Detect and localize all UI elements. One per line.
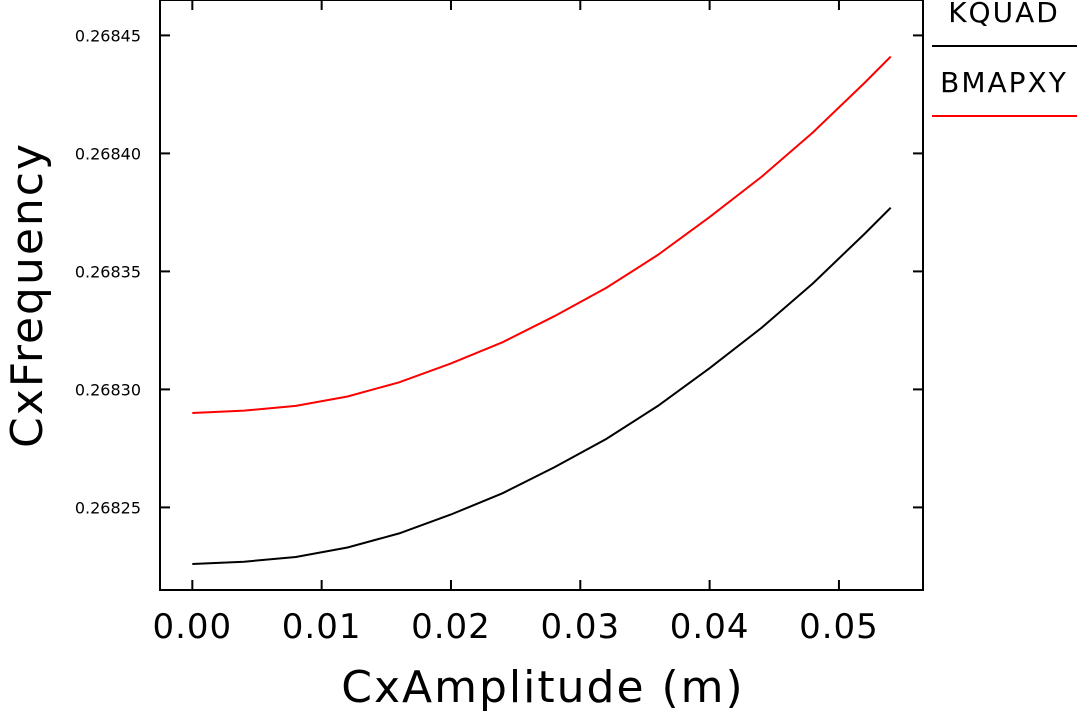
legend-label: KQUAD [948, 0, 1060, 29]
legend-label: BMAPXY [940, 66, 1068, 99]
y-tick-label: 0.26840 [75, 144, 141, 163]
x-tick-label: 0.01 [282, 607, 362, 647]
y-tick-label: 0.26825 [75, 498, 141, 517]
legend: KQUAD BMAPXY [932, 0, 1077, 117]
x-tick-label: 0.05 [799, 607, 879, 647]
series-layer [192, 55, 892, 565]
y-tick-label: 0.26845 [75, 26, 141, 45]
series-line-kquad [192, 206, 892, 565]
y-tick-label: 0.26830 [75, 380, 141, 399]
x-axis-ticks: 0.00 0.01 0.02 0.03 0.04 0.05 [152, 0, 878, 647]
x-tick-label: 0.00 [152, 607, 232, 647]
x-tick-label: 0.03 [540, 607, 620, 647]
plot-frame [159, 0, 924, 591]
x-tick-label: 0.04 [670, 607, 750, 647]
y-axis-title: CxFrequency [2, 142, 53, 448]
y-axis-ticks: 0.26825 0.26830 0.26835 0.26840 0.26845 [75, 26, 923, 517]
series-line-bmapxy [192, 55, 892, 414]
x-axis-title: CxAmplitude (m) [341, 662, 744, 713]
x-tick-label: 0.02 [411, 607, 491, 647]
y-tick-label: 0.26835 [75, 262, 141, 281]
